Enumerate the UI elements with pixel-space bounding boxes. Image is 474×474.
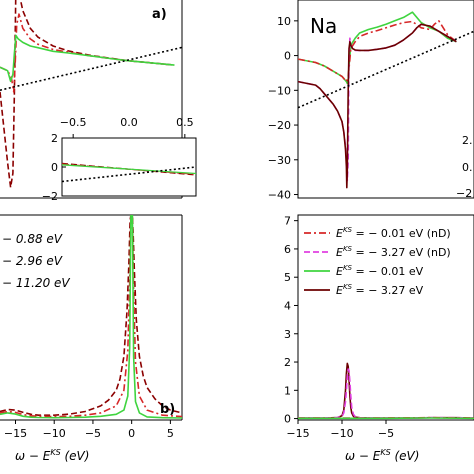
legend-entry: EKS = − 0.01 eV: [336, 264, 424, 278]
series-line-2: [0, 34, 175, 83]
xtick-label: −15: [286, 427, 309, 440]
xlabel-prefix: ω − E: [345, 449, 381, 463]
partial-label-1: 2.: [462, 134, 473, 147]
ytick-label: 4: [284, 299, 291, 312]
panel-label-a: a): [152, 7, 167, 22]
bottom-left-legend: − 0.88 eV − 2.96 eV − 11.20 eV: [2, 232, 70, 290]
xlabel-sup: KS: [50, 448, 60, 457]
legend-entry: EKS = − 3.27 eV: [336, 283, 424, 297]
xlabel-sup: KS: [380, 448, 390, 457]
top-right-y-ticks: 10 0 −10 −20 −30 −40: [268, 15, 298, 202]
series-line-1: [298, 368, 474, 419]
inset-series: [61, 162, 197, 183]
ytick-label: 1: [284, 384, 291, 397]
xtick-label: −10: [330, 427, 353, 440]
top-right-frame: [297, 0, 474, 199]
panel-top-left: a) 2 0 −2 −0.5 0.5 0.0: [0, 0, 197, 203]
ytick-label: 10: [277, 15, 291, 28]
xtick-label: 5: [167, 427, 174, 440]
ytick-label: −10: [268, 84, 291, 97]
ytick-label: 2: [284, 356, 291, 369]
series-line-4: [298, 30, 474, 109]
ytick-label: 3: [284, 328, 291, 341]
ytick-label: 6: [284, 243, 291, 256]
inset-frame: [61, 137, 197, 197]
ytick-label: −30: [268, 154, 291, 167]
series-line-3: [0, 46, 182, 91]
ytick-label: −40: [268, 189, 291, 202]
series-line-2: [61, 164, 197, 175]
top-left-series: [0, 0, 182, 189]
xlabel-prefix: ω − E: [15, 449, 51, 463]
bottom-right-y-ticks: 0 1 2 3 4 5 6 7: [284, 215, 298, 426]
xlabel-suffix: (eV): [61, 449, 90, 463]
series-line-1: [0, 215, 182, 418]
ytick-label: −20: [268, 119, 291, 132]
partial-label-2: 0.: [462, 161, 473, 174]
xtick-label: −15: [4, 427, 27, 440]
panel-top-right: 10 0 −10 −20 −30 −40 Na 2. 0. −2.: [268, 0, 474, 202]
top-left-tick-labels: −0.5 0.5 0.0: [60, 116, 194, 138]
series-line-2: [298, 23, 457, 182]
panel-bottom-left: −15 −10 −5 0 5 b) − 0.88 eV − 2.96 eV − 11.2…: [0, 214, 183, 463]
panel-title-na: Na: [310, 14, 337, 38]
legend-partial-1: − 0.88 eV: [2, 232, 63, 246]
ytick-label: 0: [284, 50, 291, 63]
legend-partial-2: − 2.96 eV: [2, 254, 63, 268]
series-line-1: [0, 13, 175, 93]
bottom-right-x-label: ω − EKS (eV): [345, 448, 419, 463]
bottom-right-series: [298, 362, 474, 420]
panel-label-b: b): [160, 402, 175, 417]
partial-label-3: −2.: [456, 187, 474, 200]
bottom-left-x-label: ω − EKS (eV): [15, 448, 89, 463]
xtick-label: −5: [378, 427, 394, 440]
xtick-label: −10: [43, 427, 66, 440]
inset-ytick-label: 2: [51, 132, 58, 145]
inset: 2 0 −2: [42, 132, 197, 203]
ytick-label: 7: [284, 215, 291, 228]
xlabel-suffix: (eV): [391, 449, 420, 463]
top-right-series: [298, 11, 474, 189]
bottom-left-series: [0, 215, 182, 419]
inset-xtick-label: 0.5: [176, 116, 194, 129]
legend-entry: EKS = − 0.01 eV (nD): [336, 226, 451, 240]
bottom-left-x-ticks: −15 −10 −5 0 5: [4, 420, 174, 440]
inset-xtick-label: 0.0: [120, 116, 138, 129]
series-line-2: [0, 215, 182, 419]
ytick-label: 0: [284, 413, 291, 426]
xtick-label: −5: [85, 427, 101, 440]
inset-xtick-label: −0.5: [60, 116, 87, 129]
bottom-right-x-ticks: −15 −10 −5: [286, 420, 394, 440]
top-right-partial-labels: 2. 0. −2.: [456, 134, 474, 200]
legend-entry: EKS = − 3.27 eV (nD): [336, 245, 451, 259]
inset-ytick-label: −2: [42, 190, 58, 203]
inset-ytick-label: 0: [51, 161, 58, 174]
series-line-0: [0, 215, 182, 417]
inset-ticks: 2 0 −2: [42, 132, 66, 203]
series-line-3: [298, 23, 457, 189]
xtick-label: 0: [128, 427, 135, 440]
ytick-label: 5: [284, 271, 291, 284]
legend-partial-3: − 11.20 eV: [2, 276, 70, 290]
bottom-right-legend: EKS = − 0.01 eV (nD) EKS = − 3.27 eV (nD)…: [304, 226, 451, 297]
series-line-0: [298, 362, 474, 419]
